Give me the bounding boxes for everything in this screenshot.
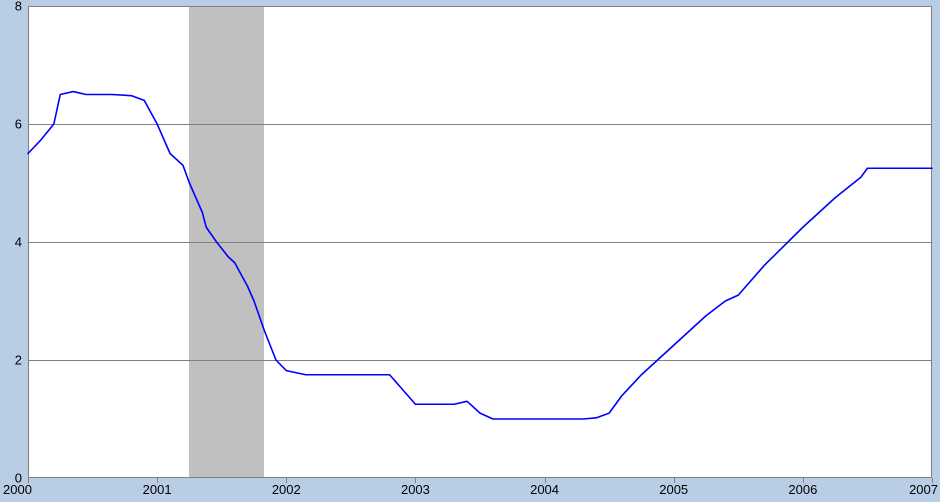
x-tick-label: 2003 (401, 482, 430, 497)
x-tick-label: 2000 (3, 482, 32, 497)
x-tick-label: 2006 (788, 482, 817, 497)
x-tick-mark (545, 478, 546, 483)
x-tick-mark (157, 478, 158, 483)
x-tick-mark (286, 478, 287, 483)
x-tick-label: 2007 (909, 482, 938, 497)
chart-container: 02468 20002001200220032004200520062007 (0, 0, 940, 502)
x-tick-label: 2005 (659, 482, 688, 497)
plot-area (28, 6, 932, 478)
x-tick-label: 2001 (143, 482, 172, 497)
x-tick-label: 2002 (272, 482, 301, 497)
x-tick-label: 2004 (530, 482, 559, 497)
x-tick-mark (28, 478, 29, 483)
line-series (28, 6, 932, 478)
x-tick-mark (415, 478, 416, 483)
x-tick-mark (932, 478, 933, 483)
y-tick-label: 2 (15, 353, 22, 368)
x-tick-mark (674, 478, 675, 483)
y-tick-label: 4 (15, 235, 22, 250)
y-tick-label: 6 (15, 117, 22, 132)
y-tick-label: 8 (15, 0, 22, 14)
x-tick-mark (803, 478, 804, 483)
